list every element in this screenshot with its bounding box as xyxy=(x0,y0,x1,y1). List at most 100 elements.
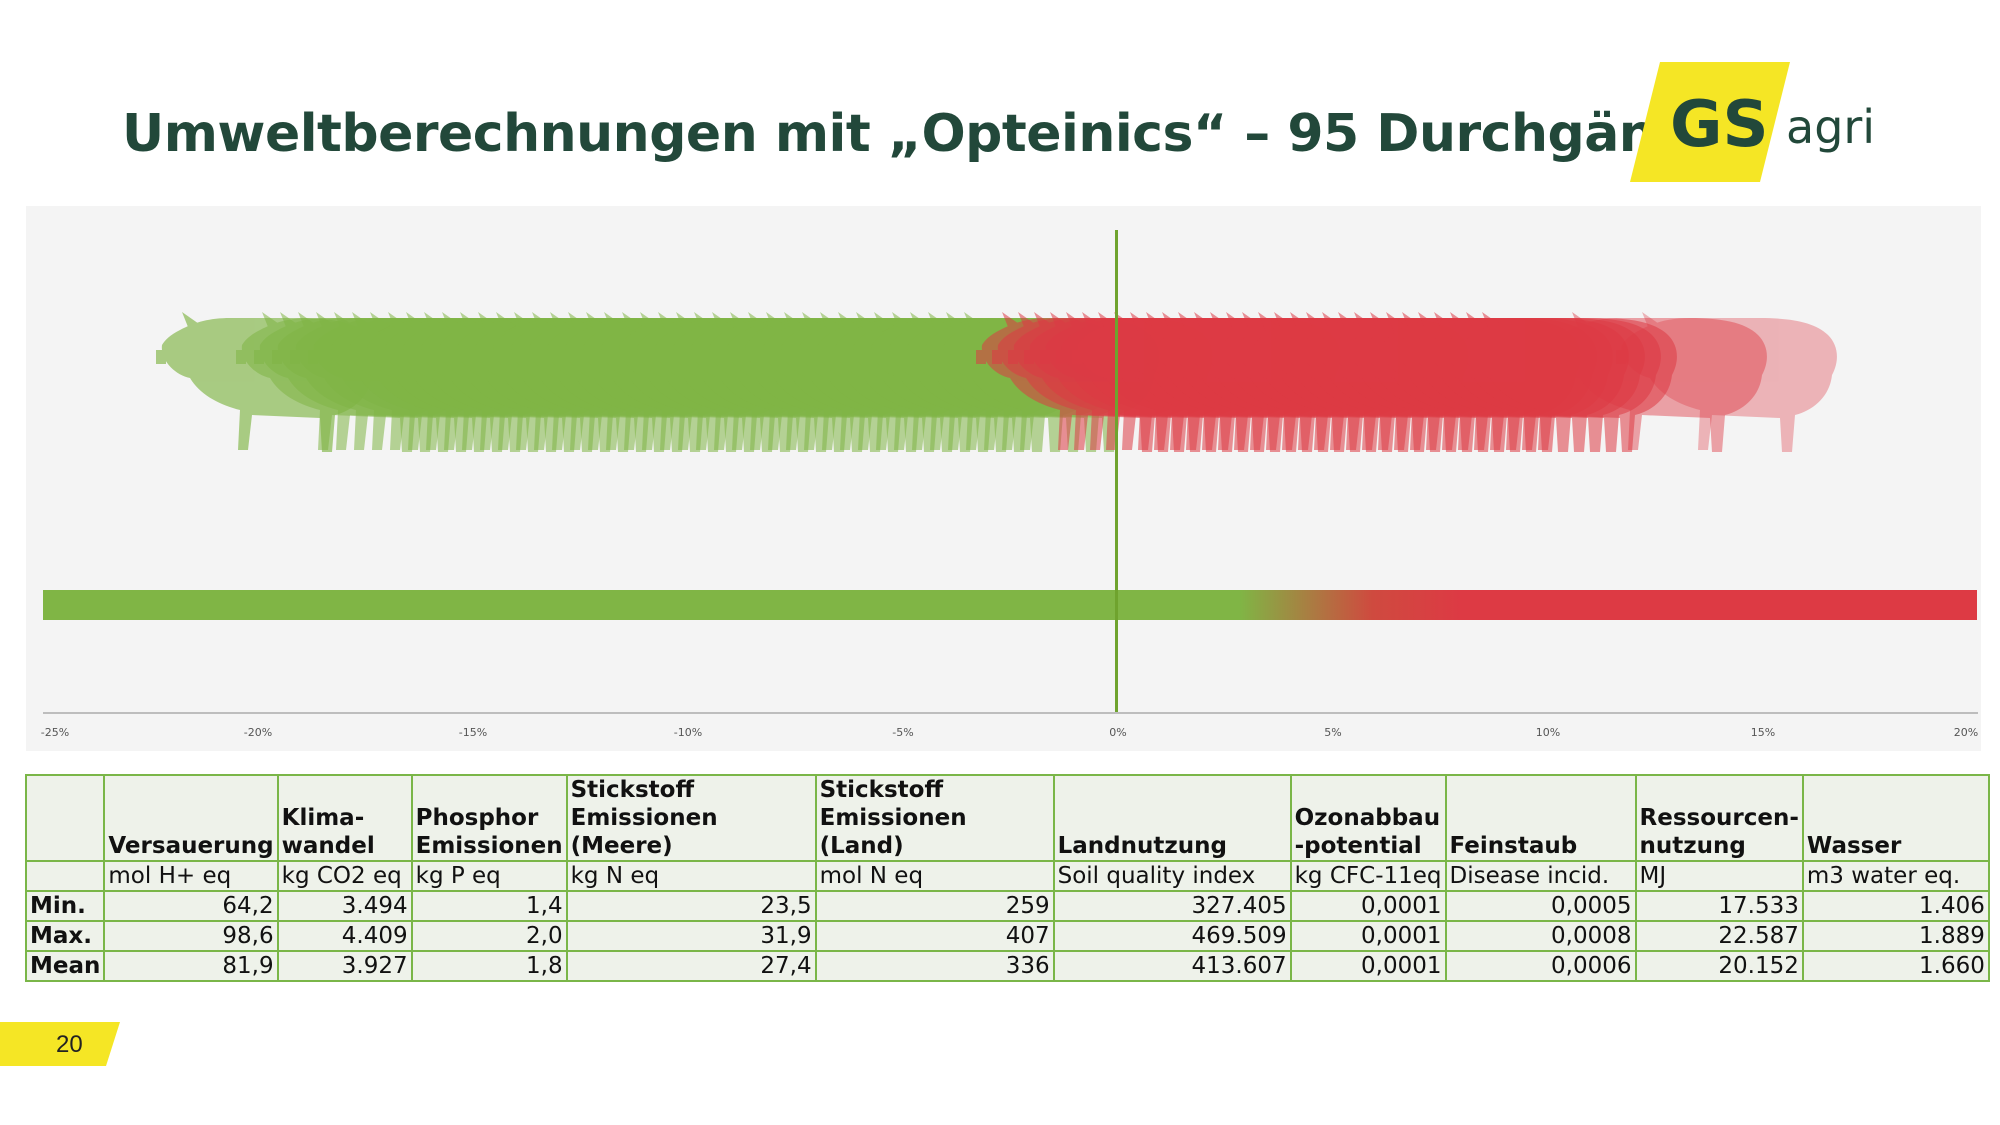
unit-cell: MJ xyxy=(1634,860,1804,892)
column-header-line2: Feinstaub xyxy=(1449,833,1578,859)
value-cell: 3.494 xyxy=(276,890,413,922)
value-cell: 31,9 xyxy=(565,920,817,952)
value-cell: 0,0008 xyxy=(1444,920,1637,952)
column-header-line2: Versauerung xyxy=(108,833,274,859)
row-label: Mean xyxy=(24,950,106,982)
value-cell: 336 xyxy=(814,950,1055,982)
column-header-line1: Klima- xyxy=(281,805,365,831)
column-header-line1: Stickstoff xyxy=(570,777,695,803)
unit-cell: Disease incid. xyxy=(1444,860,1637,892)
pig-icon xyxy=(1546,312,1767,452)
axis-tick-label: 5% xyxy=(1324,726,1342,739)
value-cell: 0,0006 xyxy=(1444,950,1637,982)
column-header: Versauerung xyxy=(103,774,279,862)
unit-cell: kg CFC-11eq xyxy=(1289,860,1447,892)
zero-line xyxy=(1115,230,1118,712)
axis-tick-label: -20% xyxy=(243,726,273,739)
column-header-line1 xyxy=(108,804,273,832)
axis-tick-label: 20% xyxy=(1953,726,1979,739)
gs-agri-logo xyxy=(1630,62,1790,182)
value-cell: 17.533 xyxy=(1634,890,1804,922)
page-number-badge xyxy=(0,1022,120,1066)
column-header-line2: Wasser xyxy=(1806,833,1902,859)
value-cell: 23,5 xyxy=(565,890,817,922)
value-cell: 0,0001 xyxy=(1289,890,1447,922)
pig-silhouettes xyxy=(156,312,1837,452)
value-cell: 413.607 xyxy=(1052,950,1292,982)
results-table: Versauerung Klima-wandel Phosphor Emissione… xyxy=(24,774,1990,982)
unit-cell xyxy=(24,860,106,892)
column-header: Stickstoff Emissionen (Meere) xyxy=(565,774,817,862)
value-cell: 469.509 xyxy=(1052,920,1292,952)
unit-cell: mol H+ eq xyxy=(103,860,279,892)
axis-tick-label: -10% xyxy=(673,726,703,739)
unit-cell: kg N eq xyxy=(565,860,817,892)
row-label: Min. xyxy=(24,890,106,922)
x-axis xyxy=(43,712,1978,714)
value-cell: 27,4 xyxy=(565,950,817,982)
slide-title: Umweltberechnungen mit „Opteinics“ – 95 … xyxy=(122,104,1727,164)
value-cell: 81,9 xyxy=(103,950,279,982)
value-cell: 1.660 xyxy=(1801,950,1990,982)
column-header-line1: Ressourcen- xyxy=(1639,805,1799,831)
value-cell: 64,2 xyxy=(103,890,279,922)
column-header: Phosphor Emissionen xyxy=(410,774,568,862)
increase-bar xyxy=(1240,590,1977,620)
axis-tick-label: 10% xyxy=(1535,726,1561,739)
column-header: Landnutzung xyxy=(1052,774,1292,862)
column-header: Feinstaub xyxy=(1444,774,1637,862)
column-header-line2: nutzung xyxy=(1639,833,1746,859)
column-header-line1 xyxy=(1450,804,1632,832)
value-cell: 407 xyxy=(814,920,1055,952)
value-cell: 0,0001 xyxy=(1289,950,1447,982)
value-cell: 98,6 xyxy=(103,920,279,952)
column-header: Ozonabbau -potential xyxy=(1289,774,1447,862)
column-header-line1 xyxy=(30,832,100,859)
value-cell: 2,0 xyxy=(410,920,568,952)
page-number: 20 xyxy=(56,1031,83,1058)
column-header-line1 xyxy=(1058,804,1287,832)
unit-cell: kg CO2 eq xyxy=(276,860,413,892)
value-cell: 327.405 xyxy=(1052,890,1292,922)
axis-tick-label: -5% xyxy=(892,726,914,739)
value-cell: 1,4 xyxy=(410,890,568,922)
column-header-line2: Landnutzung xyxy=(1057,833,1227,859)
value-cell: 1.406 xyxy=(1801,890,1990,922)
table-row: Max. 98,6 4.409 2,0 31,9 407 469.509 0,0001 0,00… xyxy=(24,920,1990,952)
pig-icon xyxy=(1456,312,1677,452)
column-header-line1 xyxy=(1807,804,1985,832)
column-header-line2: -potential xyxy=(1294,833,1422,859)
table-row: Min. 64,2 3.494 1,4 23,5 259 327.405 0,0001 0,00… xyxy=(24,890,1990,922)
value-cell: 4.409 xyxy=(276,920,413,952)
table-row: Mean 81,9 3.927 1,8 27,4 336 413.607 0,0001 0,00… xyxy=(24,950,1990,982)
column-header-line2: wandel xyxy=(281,833,375,859)
column-header: Ressourcen-nutzung xyxy=(1634,774,1804,862)
column-header: Stickstoff Emissionen (Land) xyxy=(814,774,1055,862)
column-header-line1: Ozonabbau xyxy=(1294,805,1441,831)
unit-cell: m3 water eq. xyxy=(1801,860,1990,892)
reduction-bar xyxy=(43,590,1333,620)
value-cell: 3.927 xyxy=(276,950,413,982)
axis-tick-label: -25% xyxy=(40,726,70,739)
column-header-line1: Stickstoff xyxy=(819,777,944,803)
value-cell: 0,0005 xyxy=(1444,890,1637,922)
column-header-line1: Phosphor xyxy=(415,805,539,831)
column-header: Klima-wandel xyxy=(276,774,413,862)
pig-icon xyxy=(1616,312,1837,452)
column-header xyxy=(24,774,106,862)
axis-tick-label: 0% xyxy=(1109,726,1127,739)
value-cell: 0,0001 xyxy=(1289,920,1447,952)
unit-cell: kg P eq xyxy=(410,860,568,892)
column-header-line2: Emissionen (Meere) xyxy=(570,805,718,859)
row-label: Max. xyxy=(24,920,106,952)
value-cell: 259 xyxy=(814,890,1055,922)
axis-tick-label: 15% xyxy=(1750,726,1776,739)
column-header-line2: Emissionen (Land) xyxy=(819,805,967,859)
value-cell: 20.152 xyxy=(1634,950,1804,982)
column-header-line2: Emissionen xyxy=(415,833,563,859)
value-cell: 22.587 xyxy=(1634,920,1804,952)
simulation-panel xyxy=(26,206,1981,751)
unit-cell: mol N eq xyxy=(814,860,1055,892)
logo-gs-text: GS xyxy=(1670,88,1769,162)
axis-tick-label: -15% xyxy=(458,726,488,739)
